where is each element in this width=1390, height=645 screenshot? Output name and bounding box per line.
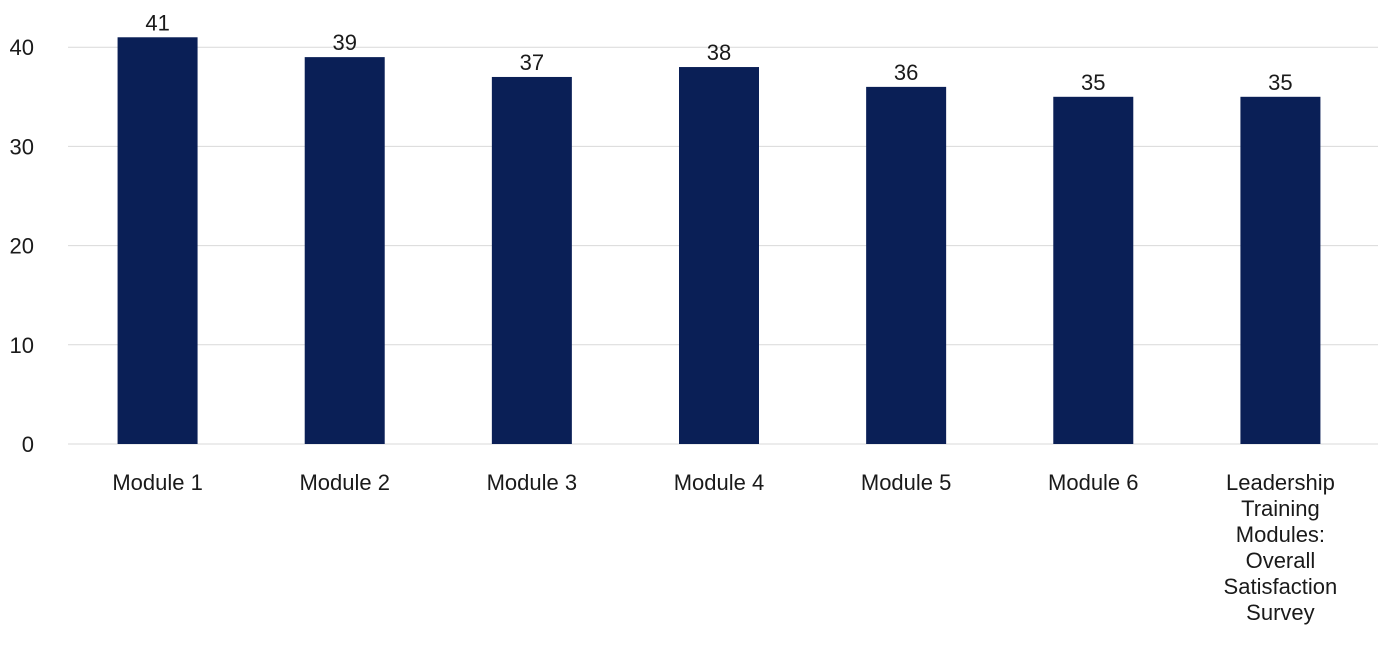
data-label-1: 41 — [145, 10, 169, 35]
y-tick-label-10: 10 — [10, 333, 34, 358]
x-tick-label-2: Module 2 — [299, 470, 390, 495]
bar-2 — [304, 57, 385, 445]
y-tick-label-20: 20 — [10, 234, 34, 259]
data-label-4: 38 — [707, 40, 731, 65]
bar-7 — [1240, 96, 1321, 445]
data-label-3: 37 — [520, 50, 544, 75]
x-tick-label-3: Module 3 — [487, 470, 578, 495]
x-tick-label-5: Module 5 — [861, 470, 952, 495]
data-label-5: 36 — [894, 60, 918, 85]
data-labels: 41 39 37 38 36 35 35 — [145, 10, 1292, 95]
x-tick-label-1: Module 1 — [112, 470, 203, 495]
x-tick-label-7: Leadership Training Modules: Overall Satisfa… — [1224, 470, 1338, 625]
x-tick-label-6: Module 6 — [1048, 470, 1139, 495]
y-tick-label-30: 30 — [10, 134, 34, 159]
data-label-2: 39 — [332, 30, 356, 55]
bar-5 — [866, 86, 947, 444]
bar-6 — [1053, 96, 1134, 445]
data-label-6: 35 — [1081, 70, 1105, 95]
y-tick-label-0: 0 — [22, 432, 34, 457]
y-tick-label-40: 40 — [10, 35, 34, 60]
x-axis-ticks: Module 1 Module 2 Module 3 Module 4 Module 5… — [112, 470, 1337, 625]
bar-1 — [117, 37, 198, 444]
bars — [117, 37, 1321, 445]
x-tick-label-4: Module 4 — [674, 470, 765, 495]
bar-4 — [679, 67, 759, 444]
y-axis-ticks: 0 10 20 30 40 — [10, 35, 34, 457]
data-label-7: 35 — [1268, 70, 1292, 95]
bar-3 — [491, 76, 572, 445]
